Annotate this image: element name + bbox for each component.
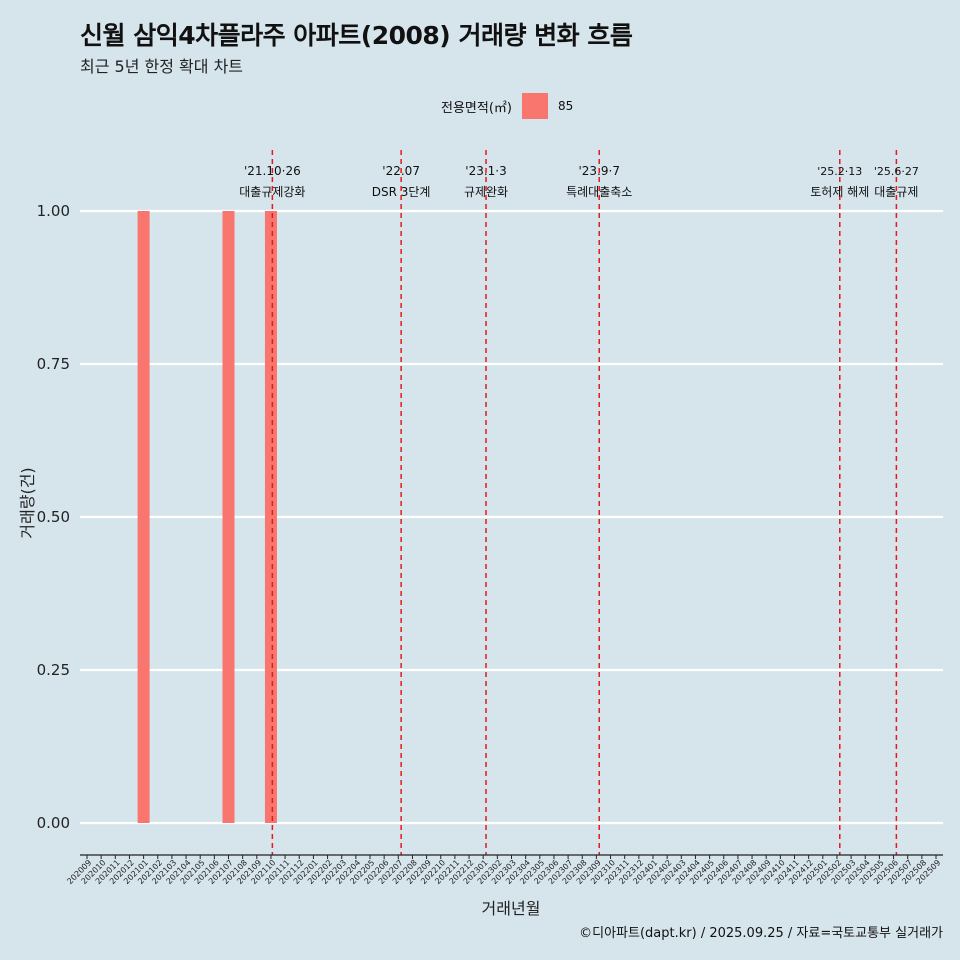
event-label: DSR 3단계	[372, 185, 431, 199]
bar-202107	[222, 211, 235, 823]
y-tick-label: 0.75	[37, 355, 70, 373]
y-axis-title: 거래량(건)	[18, 467, 37, 538]
event-date-label: '25.2·13	[817, 165, 862, 178]
event-date-label: '25.6·27	[874, 165, 919, 178]
legend-label-85: 85	[557, 99, 574, 113]
legend-title: 전용면적(㎡)	[441, 100, 512, 116]
bar-202110	[264, 211, 277, 823]
y-tick-label: 0.00	[37, 814, 70, 832]
chart-title: 신월 삼익4차플라주 아파트(2008) 거래량 변화 흐름	[80, 21, 633, 50]
y-tick-label: 0.50	[37, 508, 70, 526]
source-caption: ©디아파트(dapt.kr) / 2025.09.25 / 자료=국토교통부 실…	[579, 926, 943, 941]
event-label: 규제완화	[464, 185, 508, 199]
bar-202101	[137, 211, 150, 823]
event-label: 토허제 해제	[810, 185, 869, 199]
legend: 전용면적(㎡) 85	[441, 93, 573, 119]
y-tick-label: 0.25	[37, 661, 70, 679]
chart-subtitle: 최근 5년 한정 확대 차트	[80, 57, 244, 76]
x-axis-title: 거래년월	[482, 899, 541, 918]
event-label: 대출규제	[874, 185, 918, 199]
event-date-label: '22.07	[382, 164, 420, 178]
legend-swatch-85	[521, 93, 548, 119]
event-date-label: '21.10·26	[244, 164, 301, 178]
event-date-label: '23.1·3	[465, 164, 506, 178]
y-tick-label: 1.00	[37, 202, 70, 220]
event-label: 대출규제강화	[239, 185, 305, 199]
event-date-label: '23.9·7	[578, 164, 619, 178]
event-label: 특례대출축소	[566, 185, 632, 199]
